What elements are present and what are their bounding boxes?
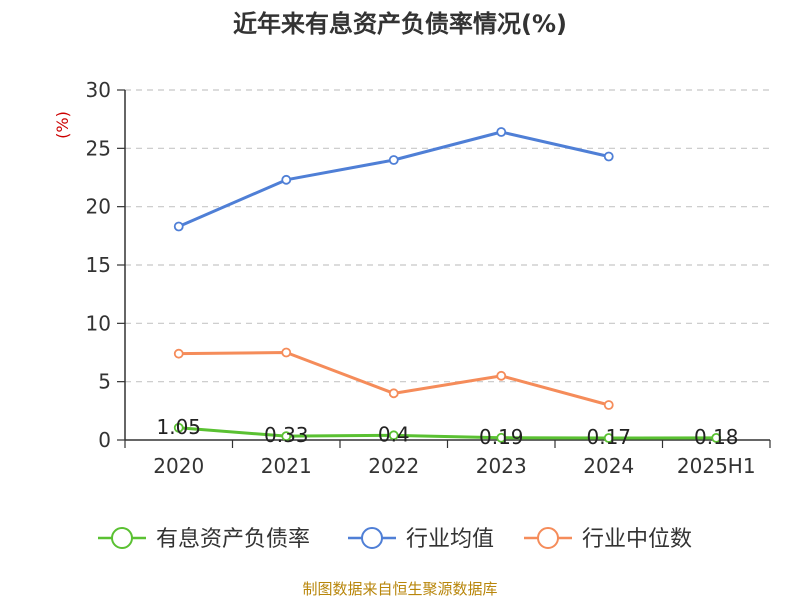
data-label: 0.18 (694, 425, 739, 449)
data-point-2 (281, 347, 292, 358)
chart-title: 近年来有息资产负债率情况(%) (233, 10, 567, 38)
legend-marker-2 (537, 527, 559, 549)
data-point-0 (173, 422, 184, 433)
y-tick-label: 20 (86, 195, 111, 219)
data-point-2 (603, 400, 614, 410)
gridlines (125, 89, 770, 383)
data-point-2 (496, 370, 507, 381)
legend-marker-0 (111, 527, 133, 549)
x-tick-label: 2022 (368, 454, 419, 478)
x-tick-label: 2024 (583, 454, 634, 478)
x-tick-label: 2025H1 (677, 454, 756, 478)
y-tick-label: 15 (86, 253, 111, 277)
data-point-1 (603, 151, 614, 162)
source-note: 制图数据来自恒生聚源数据库 (302, 580, 497, 598)
data-label: 0.19 (479, 425, 524, 449)
x-tick-label: 2021 (261, 454, 312, 478)
data-labels: 1.05 0.33 0.4 0.19 0.17 0.18 (156, 415, 738, 449)
series-line-0 (178, 426, 717, 440)
legend-label-0: 有息资产负债率 (156, 527, 310, 552)
y-axis-label: (%) (53, 111, 72, 139)
data-label: 0.17 (586, 425, 631, 449)
data-point-0 (603, 433, 614, 443)
y-tick-label: 10 (86, 311, 111, 335)
data-point-1 (496, 127, 507, 137)
data-label: 1.05 (156, 415, 201, 439)
data-point-2 (388, 388, 399, 399)
data-point-1 (388, 155, 399, 165)
y-tick-label: 0 (98, 428, 111, 452)
data-point-1 (173, 221, 184, 232)
data-label: 0.33 (264, 423, 309, 447)
series-lines (173, 127, 722, 443)
data-point-0 (711, 432, 722, 443)
data-label: 0.4 (378, 422, 410, 446)
y-tick-label: 30 (86, 78, 111, 102)
axes: 0 5 10 15 20 25 30 2020 2021 2022 2023 2024 2025H1 (86, 78, 771, 478)
legend: 有息资产负债率 行业均值 行业中位数 (98, 527, 692, 552)
data-point-0 (281, 431, 292, 442)
y-tick-label: 5 (98, 370, 111, 394)
y-tick-label: 25 (86, 136, 111, 160)
data-point-0 (388, 430, 399, 441)
legend-label-2: 行业中位数 (582, 527, 692, 552)
data-point-2 (173, 348, 184, 359)
data-point-0 (496, 432, 507, 443)
legend-marker-1 (361, 527, 383, 549)
series-line-1 (178, 130, 610, 228)
x-tick-label: 2020 (153, 454, 204, 478)
x-tick-label: 2023 (476, 454, 527, 478)
legend-label-1: 行业均值 (406, 527, 494, 552)
data-point-1 (281, 174, 292, 185)
